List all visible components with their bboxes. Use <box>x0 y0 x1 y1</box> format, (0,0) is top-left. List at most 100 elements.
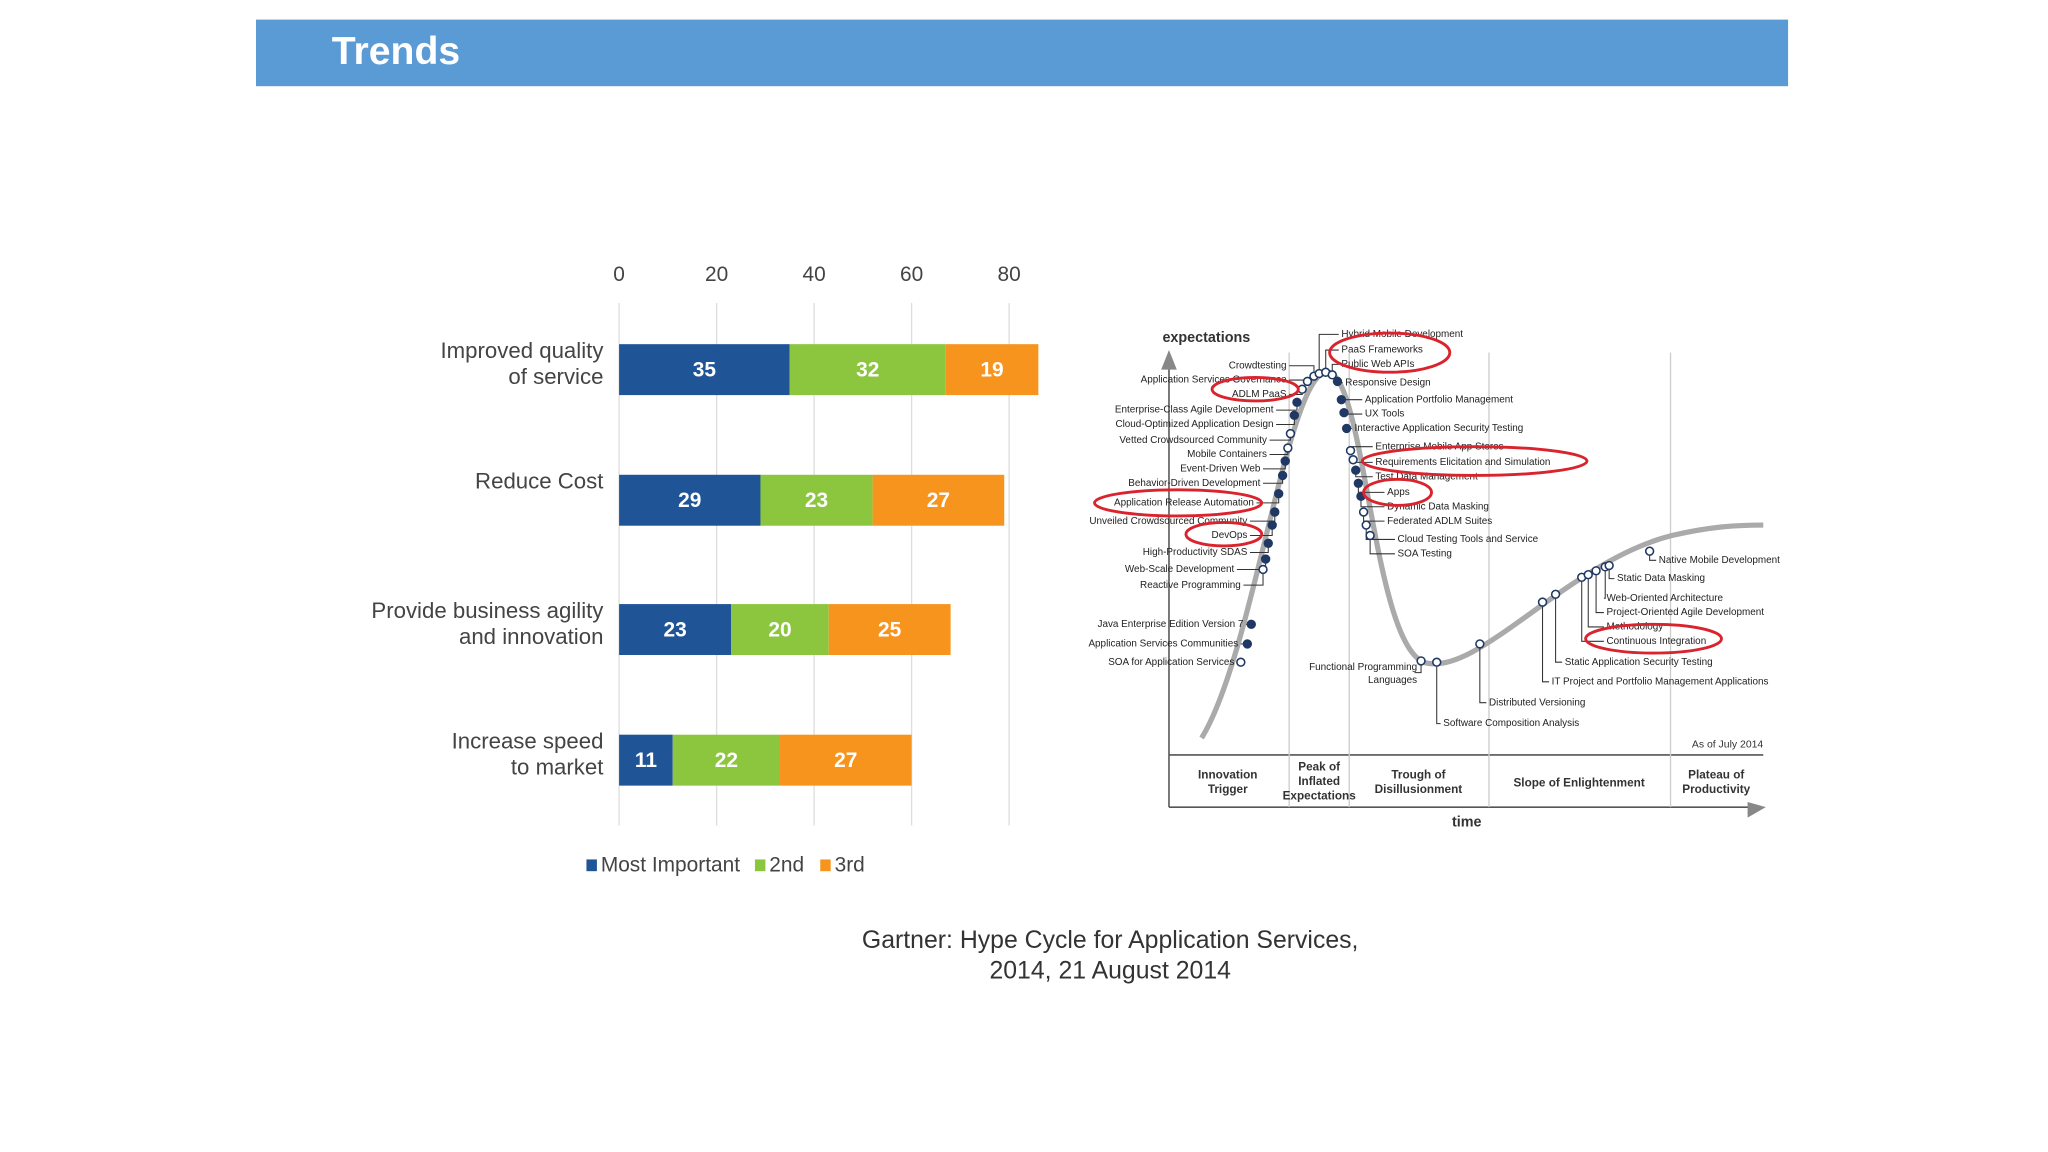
item-label: Application Services Communities <box>1088 639 1238 650</box>
highlight-ring <box>1093 488 1264 518</box>
item-dot <box>1339 408 1349 418</box>
item-dot <box>1475 639 1485 649</box>
connector <box>1555 594 1563 663</box>
bar <box>619 604 732 656</box>
item-label: Web-Scale Development <box>1125 564 1235 575</box>
item-label: Application Release Automation <box>1114 497 1254 508</box>
item-label: Continuous Integration <box>1607 636 1707 647</box>
value-label: 19 <box>980 358 1003 381</box>
phase-label-box: Innovation Trigger <box>1198 768 1257 795</box>
item-dot <box>1361 520 1371 530</box>
item-label: Unveiled Crowdsourced Community <box>1089 516 1247 527</box>
bar <box>828 604 951 656</box>
connector <box>1542 602 1550 683</box>
value-label: 29 <box>678 489 701 512</box>
value-label: 11 <box>635 749 657 772</box>
item-label: Cloud-Optimized Application Design <box>1115 419 1273 430</box>
item-dot <box>1348 455 1358 465</box>
legend-label: Most Important <box>601 853 740 876</box>
x-tick-label: 0 <box>613 263 625 286</box>
legend-label: 2nd <box>769 853 804 876</box>
item-label: Software Composition Analysis <box>1443 718 1579 729</box>
item-label: Dynamic Data Masking <box>1387 501 1489 512</box>
value-label: 23 <box>664 618 687 641</box>
item-label: Vetted Crowdsourced Community <box>1119 435 1267 446</box>
phase-label-box: Peak of Inflated Expectations <box>1282 760 1356 802</box>
phase-label: Slope of Enlightenment <box>1513 775 1645 789</box>
connector <box>1325 349 1339 373</box>
connector <box>1243 569 1264 586</box>
value-label: 20 <box>768 618 791 641</box>
item-label: High-Productivity SDAS <box>1143 547 1248 558</box>
item-dot <box>1336 394 1347 405</box>
item-dot <box>1280 456 1290 466</box>
highlight-ring <box>1360 445 1589 477</box>
item-label: SOA for Application Services <box>1108 657 1234 668</box>
header-bar <box>256 19 1789 87</box>
connector <box>1365 525 1395 540</box>
y-tick-label: Reduce Cost <box>475 468 604 494</box>
item-label: Requirements Elicitation and Simulation <box>1375 457 1550 468</box>
item-dot <box>1289 410 1300 421</box>
legend-swatch <box>586 859 597 872</box>
item-label: Static Data Masking <box>1617 573 1705 584</box>
item-dot <box>1591 566 1601 576</box>
phase-label: Plateau of Productivity <box>1682 768 1751 796</box>
item-dot <box>1550 589 1561 599</box>
bar <box>779 734 912 786</box>
item-label: Enterprise-Class Agile Development <box>1115 405 1274 416</box>
item-label: Web-Oriented Architecture <box>1607 593 1724 604</box>
item-dot <box>1260 554 1271 564</box>
caption: Gartner: Hype Cycle for Application Serv… <box>861 927 1359 985</box>
item-dot <box>1302 376 1313 387</box>
item-dot <box>1283 443 1293 453</box>
item-label: Methodology <box>1607 622 1664 633</box>
connector <box>1595 570 1604 614</box>
item-dot <box>1277 470 1288 481</box>
value-label: 27 <box>834 749 857 772</box>
item-dot <box>1270 507 1280 517</box>
item-label: Federated ADLM Suites <box>1387 516 1492 527</box>
connector <box>1603 566 1606 599</box>
value-label: 23 <box>805 489 828 512</box>
item-dot <box>1432 657 1442 667</box>
item-dot <box>1365 530 1375 541</box>
item-label-box: Functional Programming Languages <box>1309 661 1417 686</box>
item-dot <box>1345 445 1356 456</box>
y-tick-label-box: Reduce Cost <box>475 468 604 494</box>
bar <box>619 344 790 396</box>
slide-title: Trends <box>332 30 460 73</box>
item-label: DevOps <box>1212 530 1248 541</box>
item-dot <box>1537 597 1548 607</box>
item-label: Mobile Containers <box>1187 449 1267 460</box>
item-dot <box>1327 370 1337 380</box>
value-label: 32 <box>856 358 879 381</box>
item-label: PaaS Frameworks <box>1341 345 1423 356</box>
item-label: Application Services Governance <box>1141 375 1287 386</box>
highlight-ring <box>1328 331 1452 374</box>
phase-label: Peak of Inflated Expectations <box>1282 760 1356 802</box>
bar <box>789 344 946 396</box>
connector <box>1318 333 1339 374</box>
value-label: 35 <box>693 358 717 381</box>
connector <box>1436 662 1441 725</box>
item-label: UX Tools <box>1365 409 1405 420</box>
item-label: Behavior-Driven Development <box>1128 478 1260 489</box>
highlight-ring <box>1362 477 1433 507</box>
item-label: Reactive Programming <box>1140 580 1241 591</box>
item-dot <box>1258 564 1268 575</box>
item-label: Crowdtesting <box>1229 360 1287 371</box>
highlight-ring <box>1584 622 1723 655</box>
bar <box>731 604 829 656</box>
y-tick-label: Improved quality of service <box>440 338 604 390</box>
value-label: 27 <box>927 489 950 512</box>
item-label: Distributed Versioning <box>1489 697 1585 708</box>
y-tick-label: Increase speed to market <box>451 728 604 781</box>
item-label: Public Web APIs <box>1341 359 1414 370</box>
axis-arrow <box>1747 801 1766 818</box>
as-of: As of July 2014 <box>1692 739 1764 750</box>
item-dot <box>1341 423 1352 434</box>
item-label: Responsive Design <box>1345 377 1430 388</box>
y-axis-label: expectations <box>1162 330 1250 346</box>
